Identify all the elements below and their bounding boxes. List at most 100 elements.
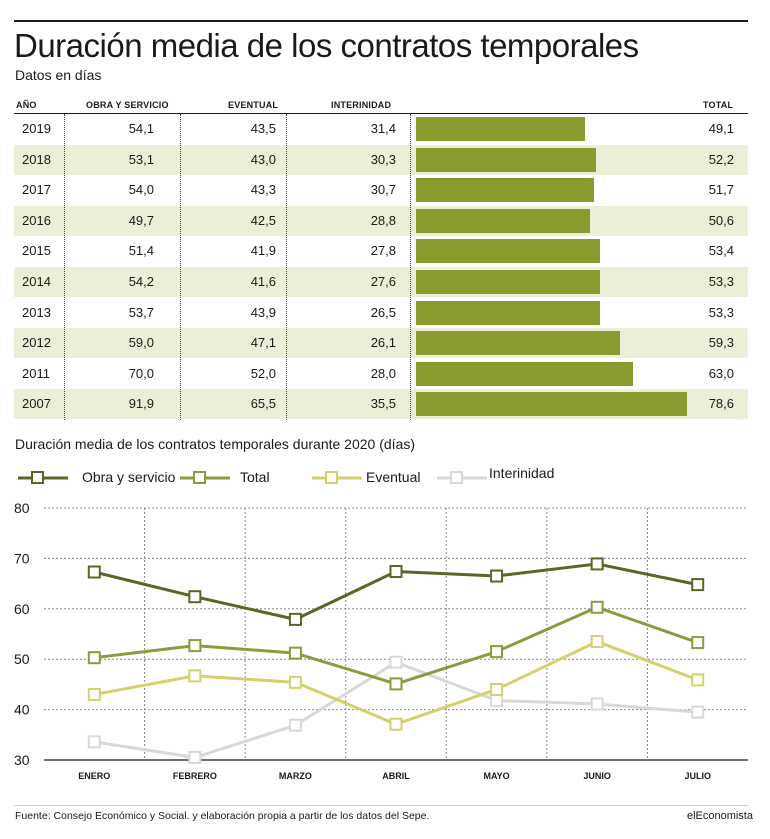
cell-obra: 53,7 <box>128 304 154 320</box>
page-title: Duración media de los contratos temporal… <box>14 27 639 64</box>
line-chart: 80 70 60 50 40 30 ENERO FEBRERO MARZO ABRIL MAYO JU… <box>14 500 748 781</box>
data-point <box>490 645 504 659</box>
cell-total: 78,6 <box>708 396 734 412</box>
footer-rule <box>14 805 748 806</box>
cell-eventual: 47,1 <box>250 335 276 351</box>
cell-eventual: 52,0 <box>250 365 276 381</box>
table-row <box>14 328 748 359</box>
cell-interinidad: 26,5 <box>370 304 396 320</box>
y-tick-label: 50 <box>14 651 30 667</box>
cell-interinidad: 27,8 <box>370 243 396 259</box>
data-point <box>691 578 705 592</box>
cell-obra: 54,2 <box>128 274 154 289</box>
cell-year: 2019 <box>22 121 51 136</box>
data-table: AÑO OBRA Y SERVICIO EVENTUAL INTERINIDAD… <box>14 100 748 420</box>
total-bar <box>416 147 596 172</box>
cell-total: 53,3 <box>708 304 734 320</box>
data-point <box>490 694 504 708</box>
total-bar <box>416 239 601 264</box>
cell-interinidad: 30,3 <box>370 151 396 167</box>
cell-total: 59,3 <box>708 335 734 351</box>
table-row <box>14 144 748 175</box>
total-bar <box>416 392 687 417</box>
total-bar <box>416 208 591 233</box>
data-point <box>389 655 403 669</box>
table-row <box>14 267 748 297</box>
page-subtitle: Datos en días <box>15 67 102 83</box>
total-bar <box>416 178 595 203</box>
data-point <box>87 687 101 701</box>
cell-year: 2015 <box>22 243 51 259</box>
cell-interinidad: 35,5 <box>370 396 396 412</box>
data-point <box>490 569 504 583</box>
data-point <box>490 682 504 696</box>
legend-label: Total <box>240 469 270 485</box>
data-point <box>691 705 705 719</box>
cell-obra: 54,0 <box>128 182 154 198</box>
cell-eventual: 41,6 <box>250 274 276 289</box>
legend-swatch <box>437 471 487 484</box>
y-tick-label: 80 <box>14 500 30 516</box>
cell-year: 2018 <box>22 151 51 167</box>
data-point <box>188 590 202 604</box>
y-tick-label: 70 <box>14 550 30 566</box>
cell-year: 2011 <box>22 365 50 381</box>
data-point <box>389 677 403 691</box>
table-row <box>14 205 748 236</box>
data-point <box>188 669 202 683</box>
x-tick-label: MARZO <box>279 771 312 781</box>
data-point <box>389 717 403 731</box>
x-tick-label: JULIO <box>684 771 711 781</box>
data-point <box>590 635 604 649</box>
cell-eventual: 65,5 <box>250 396 276 412</box>
cell-total: 49,1 <box>708 121 734 136</box>
cell-obra: 91,9 <box>128 396 154 412</box>
header-eventual: EVENTUAL <box>228 100 279 110</box>
cell-eventual: 41,9 <box>250 243 276 259</box>
legend-label: Eventual <box>366 469 421 485</box>
cell-total: 50,6 <box>708 212 734 228</box>
data-point <box>87 565 101 579</box>
cell-obra: 51,4 <box>128 243 154 259</box>
legend-item: Obra y servicio <box>18 467 178 487</box>
column-divider <box>64 114 65 420</box>
header-interinidad: INTERINIDAD <box>331 100 392 110</box>
cell-obra: 53,1 <box>128 151 154 167</box>
cell-eventual: 43,0 <box>250 151 276 167</box>
y-tick-label: 60 <box>14 601 30 617</box>
brand-logo: elEconomista <box>686 810 753 822</box>
legend-swatch <box>18 471 68 484</box>
x-tick-label: ABRIL <box>382 771 410 781</box>
cell-interinidad: 31,4 <box>370 121 396 136</box>
data-point <box>288 612 302 626</box>
cell-year: 2012 <box>22 335 51 351</box>
cell-total: 53,3 <box>708 274 734 289</box>
cell-eventual: 43,9 <box>250 304 276 320</box>
data-point <box>288 718 302 732</box>
data-point <box>389 565 403 579</box>
data-point <box>590 557 604 571</box>
legend-label: Interinidad <box>489 465 555 481</box>
cell-obra: 59,0 <box>128 335 154 351</box>
header-rule <box>14 113 748 114</box>
data-point <box>87 735 101 749</box>
data-point <box>691 636 705 650</box>
legend-swatch <box>180 471 230 484</box>
x-tick-label: FEBRERO <box>173 771 217 781</box>
data-point <box>590 697 604 711</box>
cell-total: 63,0 <box>708 365 734 381</box>
cell-year: 2017 <box>22 182 51 198</box>
cell-total: 53,4 <box>708 243 734 259</box>
column-divider <box>180 114 181 420</box>
x-tick-label: MAYO <box>483 771 509 781</box>
cell-eventual: 43,5 <box>250 121 276 136</box>
legend-item: Total <box>180 467 340 487</box>
total-bar <box>416 117 586 141</box>
header-total: TOTAL <box>703 100 734 110</box>
cell-eventual: 42,5 <box>250 212 276 228</box>
legend-swatch <box>312 471 362 484</box>
cell-obra: 70,0 <box>128 365 154 381</box>
legend-item: Interinidad <box>437 465 597 487</box>
source-note: Fuente: Consejo Económico y Social. y el… <box>15 810 430 822</box>
x-tick-label: JUNIO <box>583 771 611 781</box>
